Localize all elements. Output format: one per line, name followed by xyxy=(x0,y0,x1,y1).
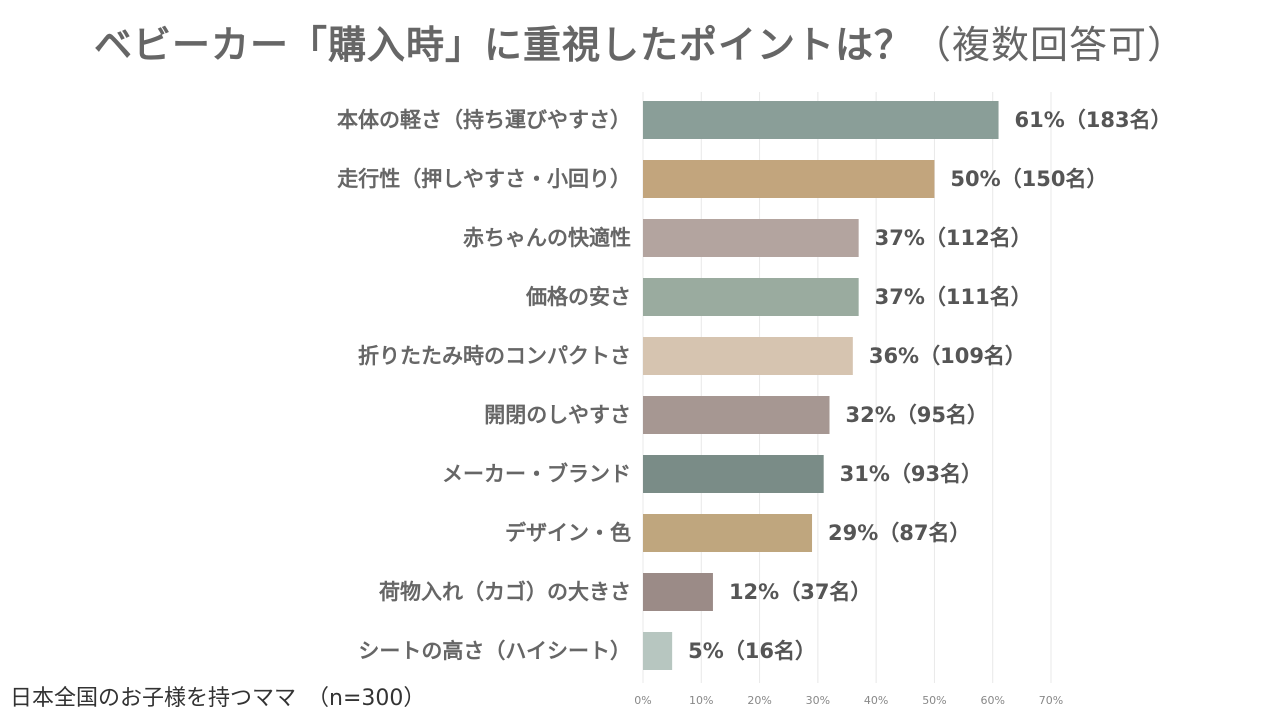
value-label: 61%（183名） xyxy=(1015,108,1172,132)
value-label: 5%（16名） xyxy=(688,639,816,663)
chart-title-sub: （複数回答可） xyxy=(913,23,1187,67)
chart-title: ベビーカー「購入時」に重視したポイントは？（複数回答可） xyxy=(0,14,1280,69)
x-tick-label: 20% xyxy=(747,694,771,707)
value-label: 37%（111名） xyxy=(875,285,1032,309)
value-label: 12%（37名） xyxy=(729,580,872,604)
category-label: デザイン・色 xyxy=(505,521,631,545)
x-tick-label: 10% xyxy=(689,694,713,707)
value-label: 31%（93名） xyxy=(840,462,983,486)
bar xyxy=(643,573,713,611)
category-label: 価格の安さ xyxy=(525,285,631,309)
value-label: 50%（150名） xyxy=(950,167,1107,191)
category-label: メーカー・ブランド xyxy=(442,462,631,486)
x-tick-label: 50% xyxy=(922,694,946,707)
bar xyxy=(643,337,853,375)
x-tick-label: 0% xyxy=(634,694,651,707)
value-label: 36%（109名） xyxy=(869,344,1026,368)
x-tick-label: 60% xyxy=(980,694,1004,707)
bar xyxy=(643,219,859,257)
x-tick-label: 70% xyxy=(1039,694,1063,707)
bar xyxy=(643,514,813,552)
bar xyxy=(643,632,673,670)
value-label: 37%（112名） xyxy=(875,226,1032,250)
category-label: 折りたたみ時のコンパクトさ xyxy=(358,344,631,368)
x-tick-label: 30% xyxy=(806,694,830,707)
chart-title-main: ベビーカー「購入時」に重視したポイントは？ xyxy=(93,23,913,67)
bar xyxy=(643,278,859,316)
category-label: 赤ちゃんの快適性 xyxy=(463,226,631,250)
value-label: 32%（95名） xyxy=(846,403,989,427)
category-label: シートの高さ（ハイシート） xyxy=(358,639,631,663)
bar xyxy=(643,160,935,198)
bar xyxy=(643,455,824,493)
category-label: 荷物入れ（カゴ）の大きさ xyxy=(379,580,631,604)
value-label: 29%（87名） xyxy=(828,521,971,545)
category-label: 本体の軽さ（持ち運びやすさ） xyxy=(337,108,631,132)
category-label: 走行性（押しやすさ・小回り） xyxy=(337,167,631,191)
x-tick-label: 40% xyxy=(864,694,888,707)
bar xyxy=(643,101,999,139)
bar xyxy=(643,396,830,434)
sample-footnote: 日本全国のお子様を持つママ （n=300） xyxy=(10,686,426,711)
category-label: 開閉のしやすさ xyxy=(484,403,631,427)
